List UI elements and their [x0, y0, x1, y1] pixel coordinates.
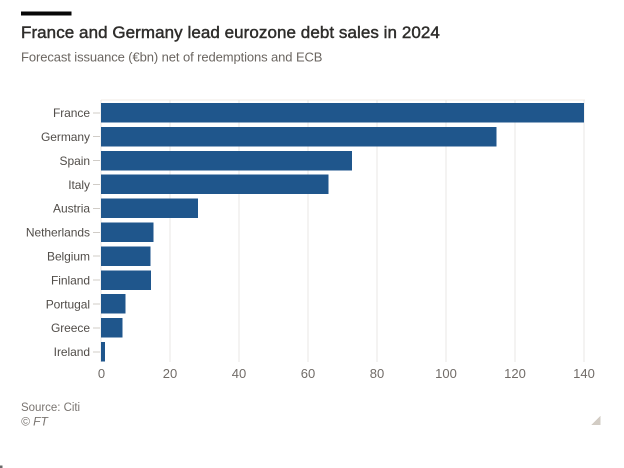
svg-text:Source: Citi: Source: Citi [21, 402, 80, 414]
svg-text:France and Germany lead eurozo: France and Germany lead eurozone debt sa… [21, 23, 440, 42]
svg-text:Portugal: Portugal [46, 297, 90, 311]
svg-text:Germany: Germany [41, 130, 90, 144]
svg-text:0: 0 [98, 366, 105, 381]
svg-text:Italy: Italy [68, 178, 90, 192]
svg-text:© FT: © FT [21, 415, 50, 429]
svg-text:France: France [53, 106, 90, 120]
svg-text:Austria: Austria [53, 202, 90, 216]
svg-text:Greece: Greece [51, 321, 90, 335]
svg-text:Ireland: Ireland [54, 345, 90, 359]
svg-text:20: 20 [163, 366, 177, 381]
svg-text:100: 100 [435, 366, 457, 381]
svg-text:Belgium: Belgium [47, 249, 90, 263]
svg-text:Forecast issuance (€bn) net of: Forecast issuance (€bn) net of redemptio… [21, 50, 322, 65]
svg-text:Finland: Finland [51, 273, 90, 287]
svg-text:120: 120 [504, 366, 526, 381]
svg-text:Netherlands: Netherlands [26, 226, 90, 240]
svg-text:40: 40 [232, 366, 246, 381]
svg-text:Spain: Spain [60, 154, 90, 168]
svg-text:60: 60 [301, 366, 315, 381]
svg-text:80: 80 [370, 366, 384, 381]
svg-text:140: 140 [573, 366, 595, 381]
